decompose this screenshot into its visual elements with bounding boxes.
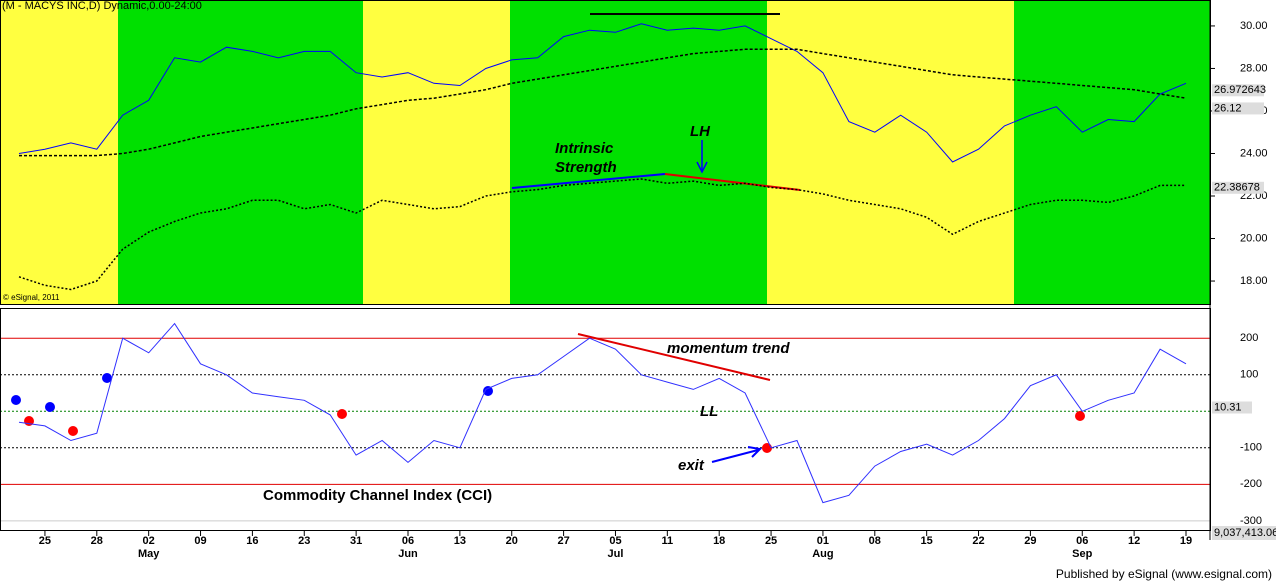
x-tick-label: 23	[298, 535, 310, 547]
y-tick-label: 20.00	[1240, 232, 1268, 244]
month-label: Jun	[398, 548, 418, 560]
series-line	[19, 48, 1187, 157]
header: (M - MACYS INC,D) Dynamic,0.00-24:00	[2, 0, 202, 12]
y-tick-label: 18.00	[1240, 275, 1268, 287]
series-line	[18, 178, 1186, 291]
annotation: momentum trend	[667, 340, 790, 357]
y-tick-label: -200	[1240, 478, 1262, 490]
x-tick-label: 22	[972, 535, 984, 547]
x-tick-label: 28	[91, 535, 103, 547]
band	[0, 0, 118, 304]
signal-dot	[68, 426, 78, 436]
x-tick-label: 18	[713, 535, 725, 547]
x-tick-label: 16	[246, 535, 258, 547]
x-tick-label: 09	[194, 535, 206, 547]
month-label: Jul	[608, 548, 624, 560]
x-tick-label: 27	[557, 535, 569, 547]
y-tick-label: 24.00	[1240, 147, 1268, 159]
value-label: 10.31	[1214, 401, 1242, 413]
y-tick-label: 30.00	[1240, 20, 1268, 32]
x-tick-label: 31	[350, 535, 362, 547]
arrow	[747, 446, 763, 458]
value-box	[1212, 526, 1276, 540]
x-tick-label: 29	[1024, 535, 1036, 547]
x-tick-label: 15	[921, 535, 933, 547]
month-label: May	[138, 548, 160, 560]
value-box	[1212, 181, 1264, 194]
arrow	[696, 161, 708, 174]
x-tick-label: 08	[869, 535, 881, 547]
arrow	[711, 449, 759, 463]
x-tick-label: 06	[402, 535, 414, 547]
x-tick-label: 05	[609, 535, 621, 547]
signal-dot	[483, 386, 493, 396]
annotation: LL	[700, 403, 718, 420]
signal-dot	[11, 395, 21, 405]
signal-dot	[337, 409, 347, 419]
x-tick-label: 11	[662, 535, 674, 547]
annotation: LH	[690, 123, 711, 140]
annotation: exit	[678, 457, 705, 474]
x-tick-label: 12	[1128, 535, 1140, 547]
signal-dot	[102, 373, 112, 383]
signal-dot	[762, 443, 772, 453]
signal-dot	[45, 402, 55, 412]
band	[363, 0, 510, 304]
signal-dot	[1075, 411, 1085, 421]
footer: Published by eSignal (www.esignal.com)	[1056, 567, 1272, 581]
trend-line	[511, 173, 666, 189]
series-line	[18, 23, 1187, 163]
band	[510, 0, 767, 304]
month-label: Aug	[812, 548, 833, 560]
cci-line	[18, 322, 1187, 504]
annotation: Intrinsic	[555, 140, 614, 157]
x-tick-label: 06	[1076, 535, 1088, 547]
value-label: 26.972643	[1214, 84, 1266, 96]
value-label: 26.12	[1214, 102, 1242, 114]
annotation: Commodity Channel Index (CCI)	[263, 487, 492, 504]
x-tick-label: 01	[817, 535, 829, 547]
trend-line	[577, 333, 771, 381]
x-tick-label: 25	[765, 535, 777, 547]
x-tick-label: 25	[39, 535, 51, 547]
y-tick-label: 200	[1240, 332, 1258, 344]
y-tick-label: -300	[1240, 515, 1262, 527]
value-box	[1212, 401, 1252, 414]
month-label: Sep	[1072, 548, 1092, 560]
value-box	[1212, 102, 1264, 115]
x-tick-label: 02	[143, 535, 155, 547]
trend-line	[664, 173, 801, 191]
copyright: © eSignal, 2011	[3, 293, 60, 302]
band	[767, 0, 1014, 304]
x-tick-label: 13	[454, 535, 466, 547]
value-label: 22.38678	[1214, 182, 1260, 194]
x-tick-label: 19	[1180, 535, 1192, 547]
y-tick-label: -100	[1240, 442, 1262, 454]
band	[118, 0, 363, 304]
volume-label: 9,037,413.06	[1214, 527, 1276, 539]
annotation: Strength	[555, 159, 617, 176]
band	[1014, 0, 1210, 304]
y-tick-label: 28.00	[1240, 62, 1268, 74]
y-tick-label: 100	[1240, 369, 1258, 381]
x-tick-label: 20	[506, 535, 518, 547]
value-box	[1212, 84, 1264, 97]
